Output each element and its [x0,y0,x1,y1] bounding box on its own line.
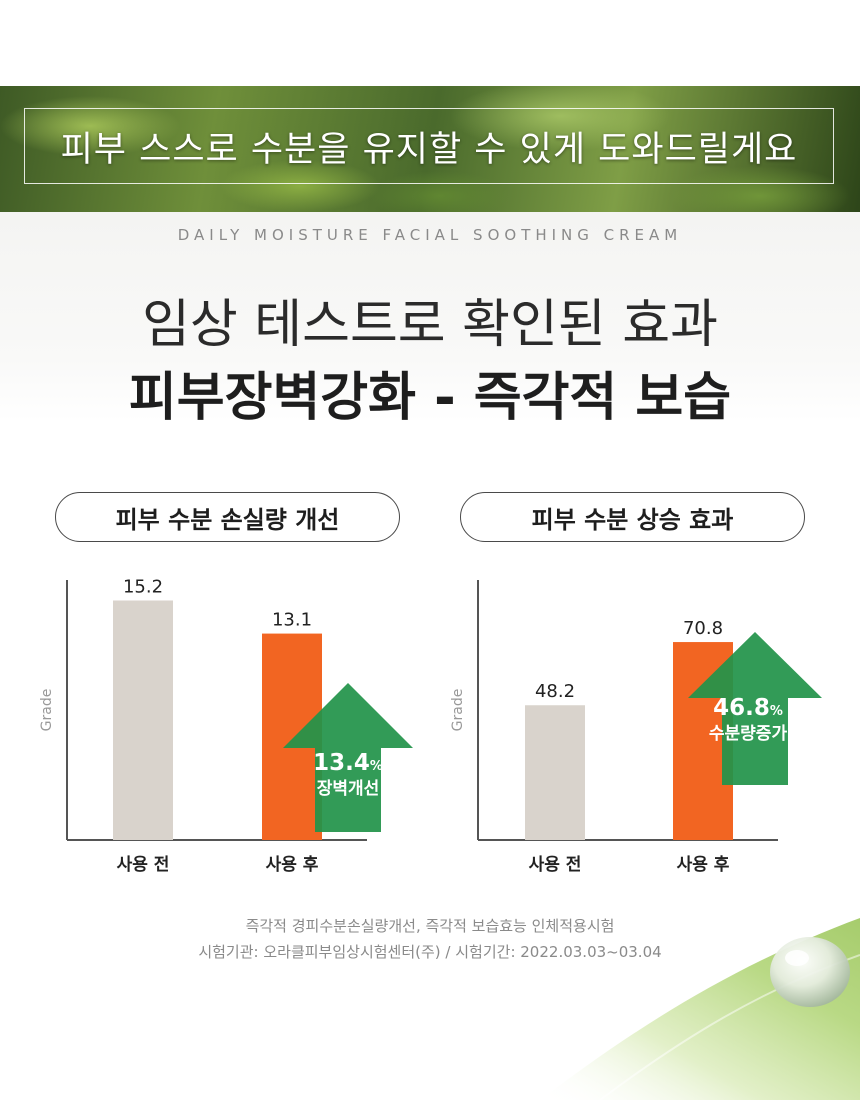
product-subtitle: DAILY MOISTURE FACIAL SOOTHING CREAM [177,226,683,244]
chart-2-annotation-value: 46.8% [713,695,783,721]
chart-1-value-label-after: 13.1 [272,610,312,631]
chart-1-annotation-label: 장벽개선 [317,779,380,799]
chart-2-up-arrow-icon [688,632,822,785]
headline-line-2: 피부장벽강화 - 즉각적 보습 [128,368,732,428]
chart-2-category-label-before: 사용 전 [529,855,582,875]
chart-2-value-label-before: 48.2 [535,681,575,702]
banner: 피부 스스로 수분을 유지할 수 있게 도와드릴게요 [0,86,860,212]
chart-2-value-label-after: 70.8 [683,618,723,639]
chart-2-y-label: Grade [450,689,466,732]
banner-frame: 피부 스스로 수분을 유지할 수 있게 도와드릴게요 [24,108,834,184]
chart-1-title-pill: 피부 수분 손실량 개선 [55,492,400,542]
chart-2-title: 피부 수분 상승 효과 [531,505,734,534]
chart-1-up-arrow-icon [283,683,413,832]
chart-2-annotation-label: 수분량증가 [709,724,788,744]
chart-2-category-label-after: 사용 후 [677,854,730,875]
chart-1-y-label: Grade [39,689,55,732]
chart-1-category-label-before: 사용 전 [117,855,170,875]
footnote-line-1: 즉각적 경피수분손실량개선, 즉각적 보습효능 인체적용시험 [245,917,615,935]
chart-1-title: 피부 수분 손실량 개선 [115,505,340,534]
chart-1-category-label-after: 사용 후 [266,854,319,875]
headline-line-1: 임상 테스트로 확인된 효과 [142,295,718,355]
chart-1-bar-before [113,600,173,840]
chart-2-title-pill: 피부 수분 상승 효과 [460,492,805,542]
banner-text: 피부 스스로 수분을 유지할 수 있게 도와드릴게요 [60,129,798,170]
chart-1-annotation-value: 13.4% [313,750,383,776]
chart-2-bar-before [525,705,585,840]
footnote-line-2: 시험기관: 오라클피부임상시험센터(주) / 시험기간: 2022.03.03~… [198,943,662,961]
chart-1-value-label-before: 15.2 [123,576,163,597]
hero-background [0,212,860,422]
